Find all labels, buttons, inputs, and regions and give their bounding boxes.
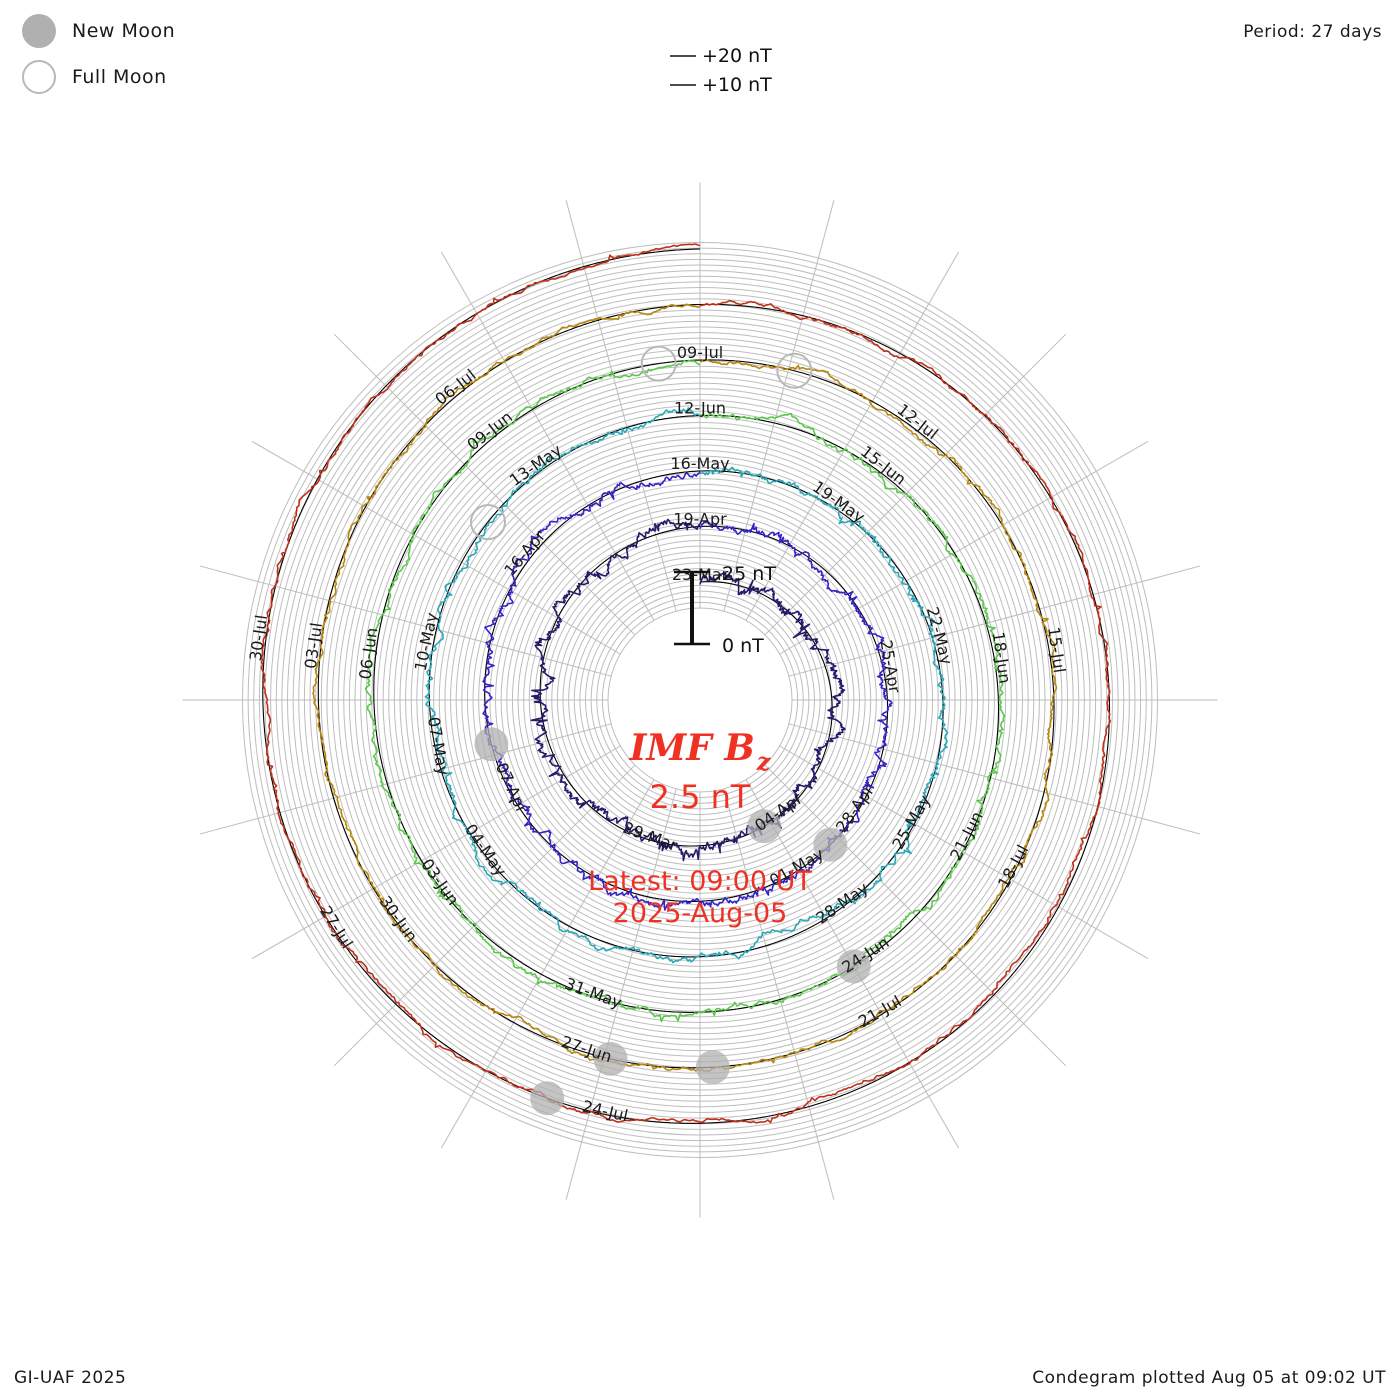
spiral-date-label: 23-Mar	[672, 565, 729, 584]
center-scale-bar: 25 nT 0 nT	[674, 563, 776, 657]
trace-group	[260, 243, 1111, 1124]
new-moon-marker	[474, 727, 509, 762]
radial-scale-label: +20 nT	[702, 45, 772, 67]
spiral-date-label: 22-May	[923, 605, 957, 667]
new-moon-marker	[695, 1050, 730, 1085]
spiral-date-label: 03-Jul	[301, 621, 326, 670]
legend-row-new-moon: New Moon	[22, 8, 175, 54]
center-title-main: IMF B	[629, 727, 755, 769]
new-moon-marker	[530, 1081, 565, 1116]
center-annotation: IMF Bz 2.5 nT Latest: 09:00 UT 2025-Aug-…	[588, 727, 812, 929]
legend-row-full-moon: Full Moon	[22, 54, 175, 100]
new-moon-icon	[22, 14, 56, 48]
trace-line-05-Aug	[260, 243, 1111, 1124]
center-latest-date: 2025-Aug-05	[613, 898, 788, 929]
scale-top-label: 25 nT	[722, 563, 776, 585]
new-moon-label: New Moon	[72, 20, 176, 42]
radial-scale-labels: +20 nT +10 nT	[670, 45, 772, 96]
full-moon-marker	[640, 345, 677, 382]
new-moon-marker	[836, 949, 871, 984]
full-moon-icon	[22, 60, 56, 94]
new-moon-marker	[593, 1041, 628, 1076]
radial-scale-label: +10 nT	[702, 74, 772, 96]
spiral-date-label: 07-Apr	[492, 760, 532, 817]
spiral-date-label: 19-Apr	[673, 510, 727, 529]
spiral-date-label: 16-May	[670, 454, 729, 473]
polar-grid	[182, 182, 1218, 1218]
spiral-date-label: 31-May	[562, 974, 624, 1012]
plotted-label: Condegram plotted Aug 05 at 09:02 UT	[1032, 1368, 1386, 1388]
trace-line-16-May	[424, 407, 949, 964]
scale-bottom-label: 0 nT	[722, 635, 764, 657]
spiral-date-label: 07-May	[424, 715, 453, 777]
spiral-date-label: 25-Apr	[876, 638, 904, 694]
trace-baseline	[428, 414, 944, 958]
trace-baseline	[484, 470, 889, 902]
spiral-date-label: 06-Jun	[355, 626, 381, 680]
trace-line-23-Mar	[530, 518, 846, 862]
new-moon-marker	[813, 827, 848, 862]
center-title: IMF Bz	[629, 727, 772, 776]
spiral-date-label: 12-Jun	[674, 399, 726, 418]
trace-baseline	[539, 525, 833, 847]
full-moon-marker	[470, 504, 506, 541]
center-title-sub: z	[756, 747, 772, 776]
trace-line-12-Jun	[364, 359, 1006, 1023]
new-moon-marker	[747, 809, 782, 844]
center-value: 2.5 nT	[650, 778, 751, 816]
trace-line-19-Apr	[482, 471, 893, 911]
period-label: Period: 27 days	[1243, 22, 1382, 42]
spiral-date-label: 18-Jul	[994, 842, 1033, 892]
trace-baseline	[262, 248, 1111, 1124]
moon-legend: New Moon Full Moon	[22, 8, 175, 100]
full-moon-marker	[776, 352, 813, 389]
spiral-date-label: 06-Jul	[431, 365, 479, 408]
credit-label: GI-UAF 2025	[14, 1368, 127, 1388]
spiral-date-label: 24-Jul	[580, 1096, 629, 1125]
spiral-date-label: 09-Jul	[677, 343, 723, 362]
center-latest-time: Latest: 09:00 UT	[588, 866, 812, 897]
moon-marker-group	[470, 345, 871, 1116]
spiral-date-label: 15-Jul	[1044, 626, 1069, 675]
full-moon-label: Full Moon	[72, 66, 167, 88]
spiral-date-label: 10-May	[411, 611, 442, 673]
